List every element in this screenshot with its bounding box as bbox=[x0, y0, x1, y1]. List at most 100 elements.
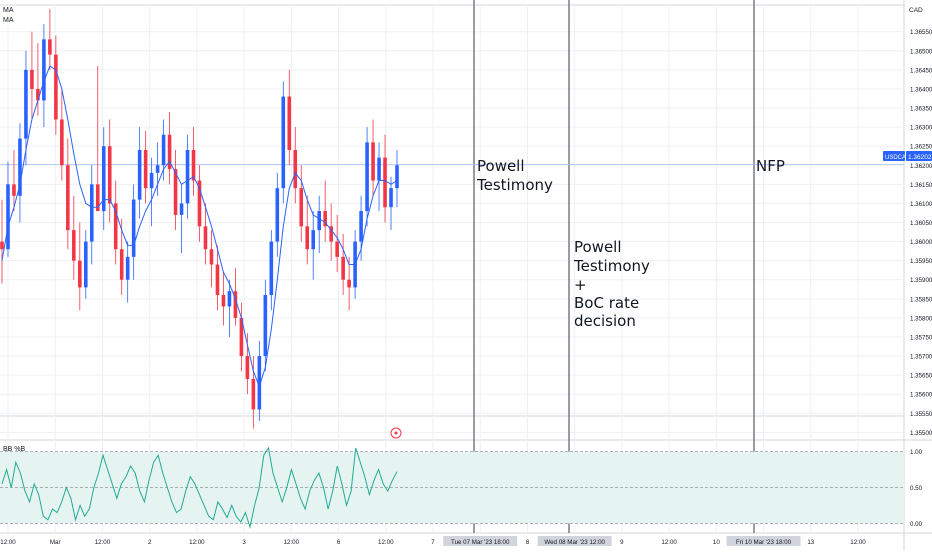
time-tick-label: 12:00 bbox=[284, 539, 300, 546]
candle-body bbox=[305, 226, 310, 250]
candle-body bbox=[197, 180, 202, 227]
candle-body bbox=[257, 356, 262, 410]
price-tick-label: 1.36550 bbox=[910, 29, 932, 36]
candle-body bbox=[281, 96, 286, 189]
candle-body bbox=[0, 241, 4, 250]
last-price-label: 1.36202 bbox=[908, 154, 932, 161]
candle-body bbox=[131, 199, 136, 257]
price-tick-label: 1.35800 bbox=[910, 315, 932, 322]
event-marker[interactable] bbox=[390, 427, 402, 439]
candle-body bbox=[221, 295, 226, 307]
candle-body bbox=[341, 256, 345, 280]
price-tick-label: 1.35850 bbox=[910, 296, 932, 303]
price-tick-label: 1.35650 bbox=[910, 373, 932, 380]
subpanel-label[interactable]: BB %B bbox=[3, 446, 26, 453]
last-price-tag: USDCAD 1.36202 bbox=[883, 151, 932, 161]
candle-body bbox=[119, 249, 124, 280]
candle-body bbox=[365, 142, 369, 212]
price-tick-label: 1.36400 bbox=[910, 86, 932, 93]
price-tick-label: 1.36150 bbox=[910, 182, 932, 189]
candle-body bbox=[78, 260, 82, 288]
candle-body bbox=[377, 157, 381, 181]
price-tick-label: 1.36100 bbox=[910, 201, 932, 208]
candle-body bbox=[239, 317, 244, 357]
time-tick-label: 12:00 bbox=[850, 539, 866, 546]
candle-body bbox=[329, 226, 333, 242]
candle-body bbox=[60, 119, 64, 166]
price-tick-label: 1.35950 bbox=[910, 258, 932, 265]
time-tick-label: Mar bbox=[50, 539, 61, 546]
candle-body bbox=[185, 150, 190, 204]
time-tick-label: 13 bbox=[807, 539, 814, 546]
candle-body bbox=[54, 54, 58, 120]
price-tick-label: 1.36500 bbox=[910, 48, 932, 55]
candle-body bbox=[395, 165, 399, 189]
price-tick-label: 1.36200 bbox=[910, 163, 932, 170]
time-tick-label: 12:00 bbox=[661, 539, 677, 546]
indicator-ma-label-1[interactable]: MA bbox=[3, 7, 14, 14]
annotation-2-line-5: decision bbox=[574, 312, 636, 330]
price-tick-label: 1.36300 bbox=[910, 125, 932, 132]
candle-body bbox=[287, 96, 292, 150]
candle-body bbox=[12, 184, 16, 196]
candle-body bbox=[173, 169, 178, 215]
axes: 1.36550 1.36500 1.36450 1.36400 1.36350 1.363… bbox=[0, 29, 932, 546]
candle-body bbox=[203, 226, 208, 250]
currency-label: CAD bbox=[909, 7, 923, 14]
price-tick-label: 1.36000 bbox=[910, 239, 932, 246]
time-label-box bbox=[726, 536, 801, 546]
candle-body bbox=[191, 150, 196, 181]
candle-body bbox=[72, 230, 76, 261]
moving-average bbox=[1, 65, 398, 389]
price-tag-bg bbox=[906, 151, 932, 161]
candle-body bbox=[167, 134, 172, 170]
time-tick-label: Fri 10 Mar '23 18:00 bbox=[736, 539, 792, 546]
candle-body bbox=[137, 150, 142, 200]
annotation-1-line-1: Powell bbox=[477, 157, 525, 175]
price-tick-label: 1.35900 bbox=[910, 277, 932, 284]
candle-body bbox=[299, 188, 304, 227]
candle-body bbox=[95, 184, 100, 212]
candle-body bbox=[317, 211, 321, 231]
bb-percent-b-panel: 1.00 0.50 0.00 bbox=[0, 446, 923, 529]
candle-body bbox=[155, 165, 160, 173]
candle-body bbox=[113, 203, 118, 250]
candle-body bbox=[18, 138, 22, 196]
candle-body bbox=[125, 256, 130, 280]
candle-body bbox=[227, 291, 232, 307]
price-tick-label: 1.35550 bbox=[910, 411, 932, 418]
subpanel-tick-label: 1.00 bbox=[910, 449, 923, 456]
candle-body bbox=[245, 356, 250, 379]
annotation-2-line-4: BoC rate bbox=[574, 294, 639, 312]
time-tick-label: 9 bbox=[620, 539, 624, 546]
candle-body bbox=[209, 249, 214, 265]
time-tick-label: 8 bbox=[526, 539, 530, 546]
time-tick-label: 12:00 bbox=[0, 539, 16, 546]
price-tick-label: 1.35600 bbox=[910, 392, 932, 399]
candle-body bbox=[293, 150, 298, 189]
time-tick-label: 10 bbox=[713, 539, 720, 546]
time-label-box bbox=[443, 536, 518, 546]
candle-body bbox=[215, 264, 220, 295]
time-label-box bbox=[537, 536, 612, 546]
candle-body bbox=[36, 88, 40, 101]
indicator-ma-label-2[interactable]: MA bbox=[3, 17, 14, 24]
time-tick-label: 6 bbox=[337, 539, 341, 546]
candle-body bbox=[389, 188, 393, 208]
candle-body bbox=[48, 39, 52, 55]
annotation-2-line-2: Testimony bbox=[573, 257, 650, 275]
candle-body bbox=[371, 142, 375, 181]
event-lines bbox=[0, 0, 904, 533]
time-tick-label: 12:00 bbox=[189, 539, 205, 546]
candle-body bbox=[347, 279, 351, 288]
candle-body bbox=[101, 146, 106, 212]
annotation-1-line-2: Testimony bbox=[476, 176, 553, 194]
symbol-tag-bg bbox=[883, 151, 905, 161]
bb-percent-b-line bbox=[1, 446, 398, 529]
time-tick-label: 12:00 bbox=[378, 539, 394, 546]
flag-dot-icon bbox=[394, 431, 398, 435]
candle-body bbox=[263, 295, 268, 357]
time-tick-label: 12:00 bbox=[95, 539, 111, 546]
